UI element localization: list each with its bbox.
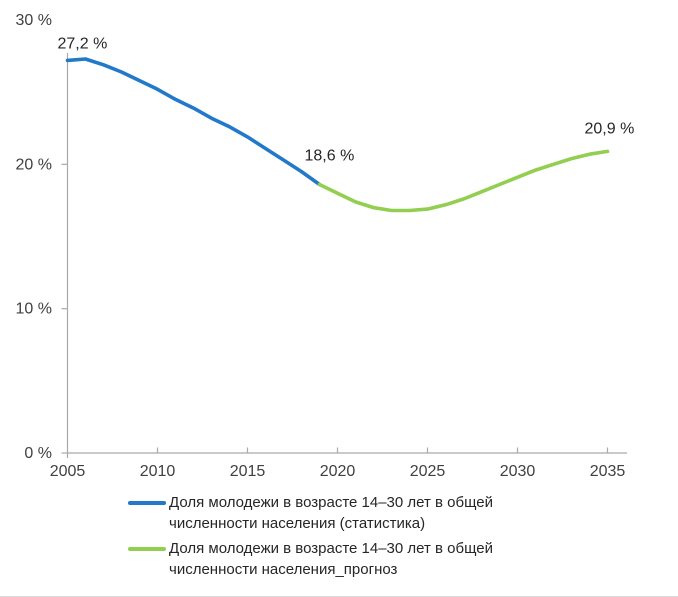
legend-item-forecast: Доля молодежи в возрасте 14–30 лет в общ…	[128, 539, 567, 580]
legend-swatch-statistics-line	[128, 501, 166, 505]
x-axis-tick-label: 2035	[590, 463, 626, 480]
legend-item-statistics: Доля молодежи в возрасте 14–30 лет в общ…	[128, 493, 567, 534]
chart-canvas: 0 % 10 % 20 % 30 % 2005 2010 2015 2020 2025 2030 2…	[16, 12, 635, 480]
x-axis-tick-label: 2030	[500, 463, 536, 480]
x-axis-tick-label: 2025	[410, 463, 446, 480]
legend-swatch-forecast-line	[128, 547, 166, 551]
legend: Доля молодежи в возрасте 14–30 лет в общ…	[128, 493, 567, 581]
data-label: 20,9 %	[585, 120, 635, 137]
data-label: 18,6 %	[305, 148, 355, 165]
series-line-statistics	[65, 57, 322, 187]
legend-label-forecast: Доля молодежи в возрасте 14–30 лет в общ…	[169, 540, 494, 579]
x-axis-tick-label: 2010	[140, 463, 176, 480]
legend-label-statistics: Доля молодежи в возрасте 14–30 лет в общ…	[169, 494, 494, 532]
x-axis-tick-label: 2015	[230, 463, 266, 480]
y-axis-tick-label: 30 %	[16, 12, 52, 29]
x-axis-tick-label: 2020	[320, 463, 356, 480]
series-line-forecast	[317, 149, 610, 213]
y-axis-tick-label: 0 %	[24, 445, 52, 462]
y-axis-tick-label: 10 %	[16, 301, 52, 318]
x-axis-tick-label: 2005	[50, 463, 86, 480]
y-axis-tick-label: 20 %	[16, 156, 52, 173]
data-label: 27,2 %	[58, 35, 108, 52]
